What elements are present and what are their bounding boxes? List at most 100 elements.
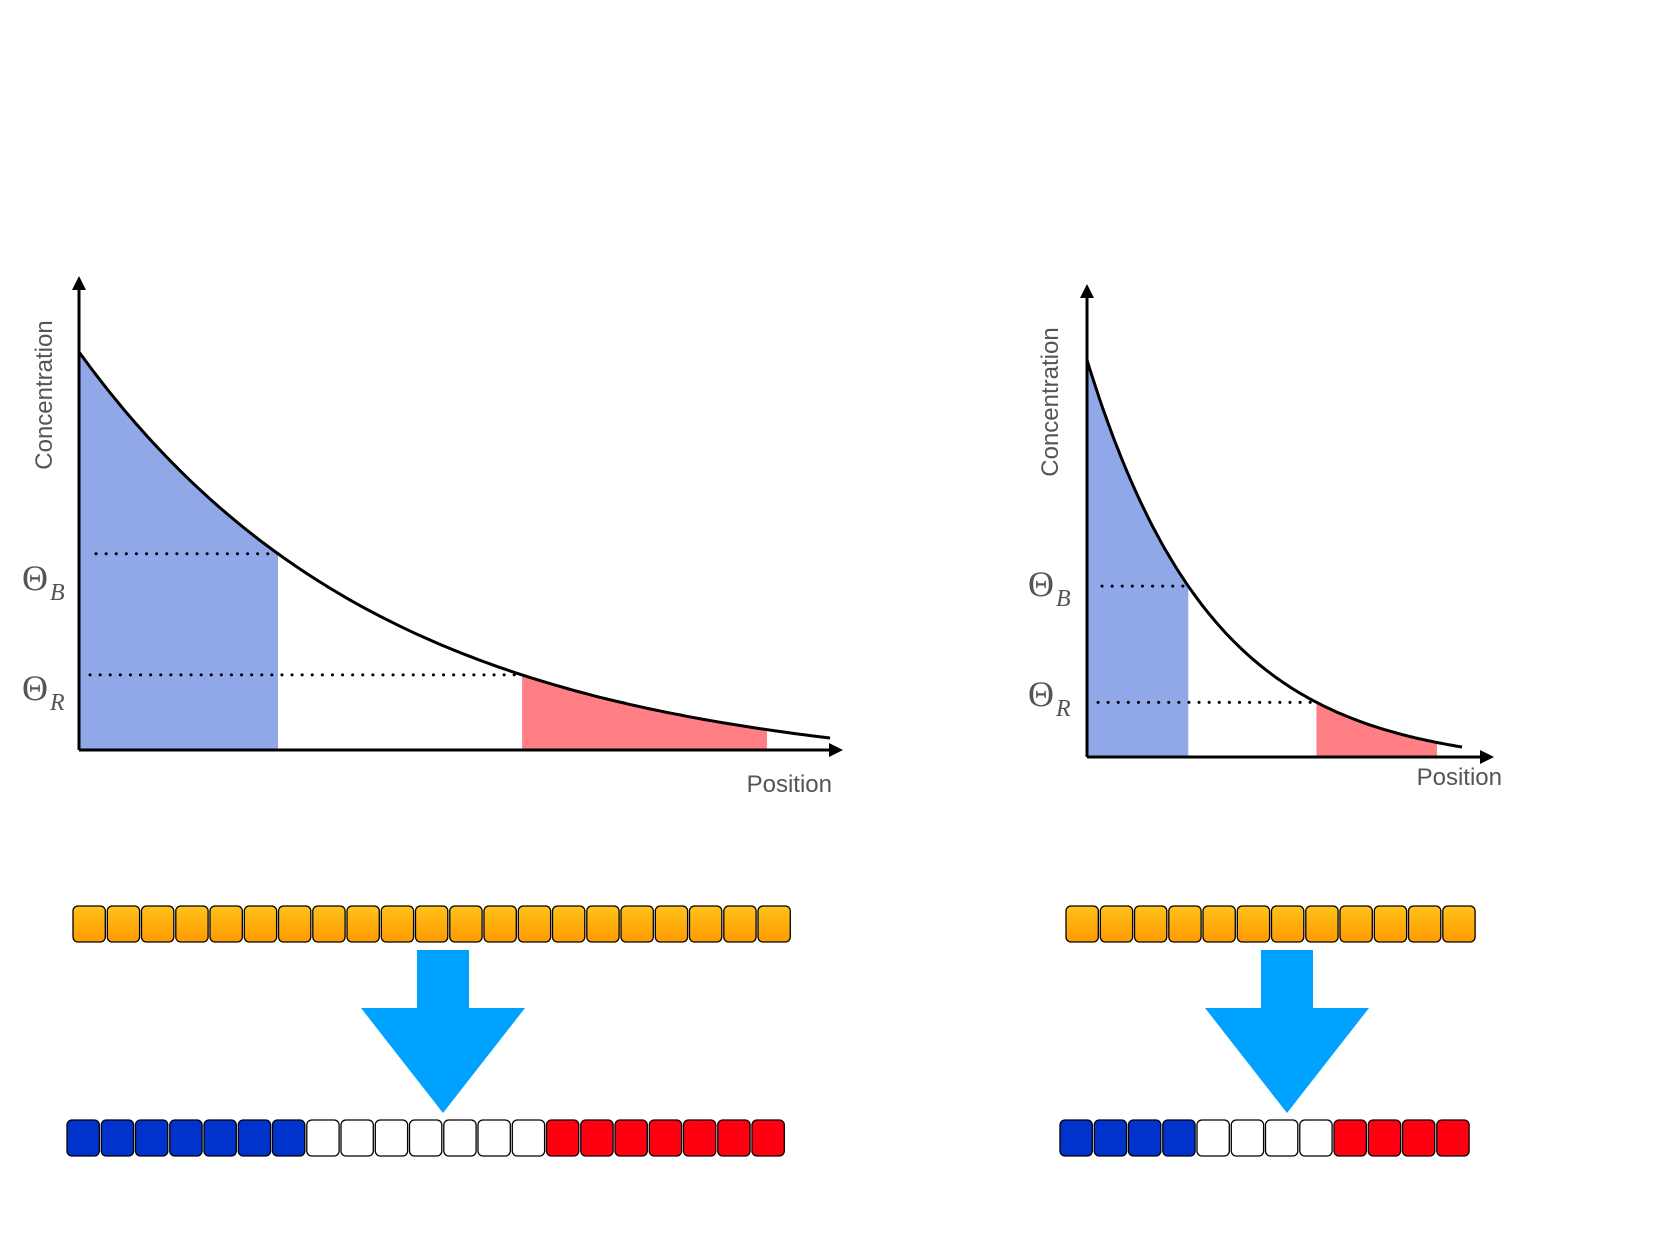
- right-concentration-plot: Concentration Position Θ B Θ R: [1028, 284, 1502, 791]
- left-cell-row-top: [72, 905, 791, 943]
- left-cell-orange: [688, 905, 723, 943]
- left-cell-white: [340, 1119, 374, 1157]
- right-cell-orange: [1442, 905, 1476, 943]
- left-cell-red: [648, 1119, 683, 1157]
- left-cell-blue: [169, 1119, 203, 1157]
- right-cell-orange: [1407, 905, 1442, 943]
- left-x-axis-arrowhead: [829, 743, 843, 757]
- left-cell-red: [545, 1119, 580, 1157]
- right-cell-white: [1230, 1119, 1265, 1157]
- right-cell-orange: [1065, 905, 1099, 943]
- left-cell-orange: [72, 905, 106, 943]
- right-theta-b-subscript: B: [1056, 586, 1071, 612]
- right-cell-orange: [1099, 905, 1134, 943]
- left-cell-red: [751, 1119, 785, 1157]
- right-y-axis-arrowhead: [1080, 284, 1094, 298]
- left-cell-orange: [380, 905, 415, 943]
- left-cell-orange: [312, 905, 346, 943]
- left-cell-orange: [654, 905, 689, 943]
- left-cell-orange: [620, 905, 654, 943]
- left-blue-region: [79, 352, 278, 750]
- left-cell-red: [682, 1119, 717, 1157]
- left-theta-b-subscript: B: [50, 580, 65, 606]
- left-cell-orange: [140, 905, 175, 943]
- left-cell-orange: [175, 905, 209, 943]
- left-cell-orange: [414, 905, 449, 943]
- right-cell-orange: [1202, 905, 1236, 943]
- right-cell-blue: [1162, 1119, 1196, 1157]
- left-theta-r-label: Θ R: [22, 668, 65, 716]
- right-red-region: [1316, 702, 1437, 757]
- left-cell-white: [374, 1119, 409, 1157]
- right-cell-blue: [1127, 1119, 1162, 1157]
- left-concentration-plot: Concentration Position Θ B Θ R: [22, 276, 843, 798]
- right-cell-red: [1401, 1119, 1436, 1157]
- left-cell-white: [443, 1119, 477, 1157]
- left-theta-r-subscript: R: [49, 690, 65, 716]
- left-theta-b-symbol: Θ: [22, 558, 48, 598]
- right-cell-orange: [1168, 905, 1202, 943]
- left-cell-orange: [346, 905, 380, 943]
- left-down-arrow-icon: [361, 950, 525, 1113]
- right-blue-region: [1087, 360, 1189, 757]
- left-cell-orange: [723, 905, 757, 943]
- left-cell-white: [408, 1119, 443, 1157]
- right-theta-b-symbol: Θ: [1028, 564, 1054, 604]
- left-cell-orange: [517, 905, 552, 943]
- left-theta-r-symbol: Θ: [22, 668, 48, 708]
- right-cell-row-bottom: [1059, 1119, 1470, 1157]
- right-cell-red: [1333, 1119, 1367, 1157]
- right-y-axis-label: Concentration: [1037, 327, 1064, 476]
- right-theta-r-symbol: Θ: [1028, 674, 1054, 714]
- right-cell-red: [1367, 1119, 1402, 1157]
- right-concentration-curve: [1085, 359, 1463, 749]
- left-cell-blue: [134, 1119, 169, 1157]
- left-cell-orange: [277, 905, 312, 943]
- right-cell-orange: [1236, 905, 1271, 943]
- right-cell-white: [1264, 1119, 1299, 1157]
- right-x-axis-arrowhead: [1480, 750, 1494, 764]
- right-cell-orange: [1270, 905, 1305, 943]
- left-cell-blue: [271, 1119, 306, 1157]
- left-theta-b-label: Θ B: [22, 558, 65, 606]
- right-cell-orange: [1373, 905, 1408, 943]
- left-cell-orange: [586, 905, 620, 943]
- left-cell-white: [477, 1119, 511, 1157]
- left-cell-blue: [203, 1119, 237, 1157]
- left-cell-orange: [483, 905, 517, 943]
- right-cell-row-top: [1065, 905, 1476, 943]
- left-y-axis-label: Concentration: [31, 320, 58, 469]
- left-cell-row-bottom: [66, 1119, 785, 1157]
- right-cell-orange: [1305, 905, 1339, 943]
- left-cell-orange: [757, 905, 791, 943]
- right-theta-r-subscript: R: [1055, 696, 1071, 722]
- left-cell-blue: [100, 1119, 135, 1157]
- right-cell-orange: [1339, 905, 1373, 943]
- right-cell-blue: [1059, 1119, 1093, 1157]
- left-cell-red: [580, 1119, 614, 1157]
- left-cell-red: [614, 1119, 648, 1157]
- right-cell-white: [1196, 1119, 1230, 1157]
- right-down-arrow-icon: [1205, 950, 1369, 1113]
- right-theta-b-label: Θ B: [1028, 564, 1071, 612]
- left-cell-white: [306, 1119, 340, 1157]
- right-cell-white: [1299, 1119, 1333, 1157]
- right-cell-orange: [1133, 905, 1168, 943]
- left-x-axis-label: Position: [747, 771, 832, 798]
- left-cell-orange: [209, 905, 243, 943]
- left-cell-orange: [106, 905, 141, 943]
- left-cell-white: [511, 1119, 546, 1157]
- left-cell-blue: [237, 1119, 272, 1157]
- right-panel: Concentration Position Θ B Θ R: [1028, 284, 1502, 1157]
- left-concentration-curve: [77, 351, 831, 740]
- right-cell-red: [1436, 1119, 1470, 1157]
- left-cell-orange: [551, 905, 586, 943]
- right-cell-blue: [1093, 1119, 1128, 1157]
- right-x-axis-label: Position: [1417, 764, 1502, 791]
- left-panel: Concentration Position Θ B Θ R: [22, 276, 843, 1157]
- left-cell-red: [717, 1119, 751, 1157]
- left-cell-orange: [243, 905, 278, 943]
- right-theta-r-label: Θ R: [1028, 674, 1071, 722]
- left-cell-orange: [449, 905, 483, 943]
